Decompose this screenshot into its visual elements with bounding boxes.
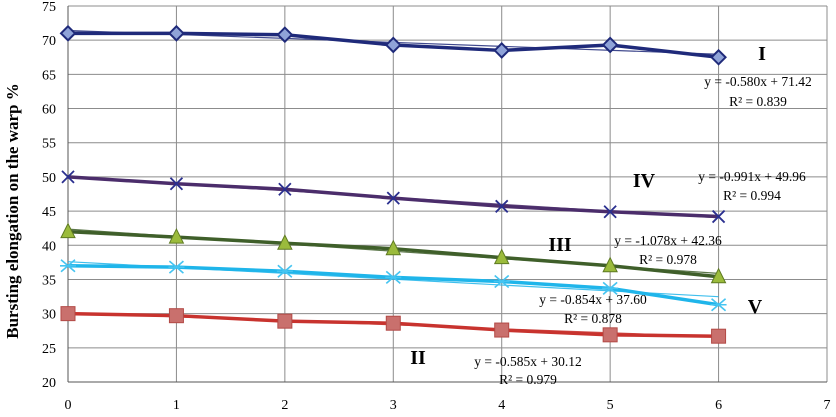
data-point-iv [495,199,509,213]
y-tick-label: 35 [42,273,56,288]
y-axis-label: Bursting elongation on the warp % [3,83,22,339]
data-point-v [602,281,619,295]
data-point-ii [711,328,727,344]
data-point-i [168,24,185,42]
data-point-iv [711,209,726,224]
data-point-iv [61,170,75,184]
series-label-v: V [748,296,763,318]
series-markers [59,24,727,344]
data-point-i [493,42,511,59]
x-tick-label: 2 [281,398,288,413]
data-point-v [168,260,185,274]
data-point-ii [168,308,184,324]
data-point-v [493,274,510,289]
data-point-v [385,270,402,285]
data-point-ii [277,313,293,329]
y-tick-label: 30 [42,308,56,323]
data-point-iv [278,182,292,196]
trend-equation-ii: y = -0.585x + 30.12 [474,354,581,369]
data-point-iii [277,234,293,250]
data-point-i [710,48,727,66]
data-point-ii [602,327,618,343]
y-tick-label: 45 [42,205,56,220]
x-tick-label: 0 [65,398,72,413]
data-point-iii [710,267,727,284]
series-label-i: I [758,43,766,65]
data-point-i [601,36,619,54]
y-tick-label: 75 [42,0,56,15]
data-point-i [276,26,294,44]
trend-r2-ii: R² = 0.979 [499,372,557,387]
data-point-iii [168,227,185,244]
data-point-iii [602,256,618,273]
data-point-iii [60,222,76,239]
trend-r2-iii: R² = 0.978 [639,252,697,267]
y-tick-label: 65 [42,68,56,83]
trend-equation-iv: y = -0.991x + 49.96 [698,169,806,184]
annotations: Iy = -0.580x + 71.42 R² = 0.839 IV y = -0.9… [410,43,812,387]
data-point-iv [169,177,184,191]
y-tick-label: 70 [42,34,56,49]
trend-r2-iv: R² = 0.994 [723,188,781,203]
data-point-v [60,259,76,273]
data-point-ii [60,306,76,322]
y-tick-label: 50 [42,171,56,186]
x-tick-label: 5 [607,398,614,413]
x-tick-label: 3 [390,398,397,413]
x-tick-label: 4 [498,398,505,413]
series-label-iv: IV [633,170,656,192]
data-point-v [276,264,293,278]
x-tick-label: 6 [715,398,722,413]
trend-r2-v: R² = 0.878 [564,311,622,326]
data-point-iii [493,248,510,265]
y-tick-label: 60 [42,103,56,118]
data-point-iv [386,191,400,205]
trend-equation-iii: y = -1.078x + 42.36 [614,233,722,248]
data-point-v [710,298,727,312]
y-tick-label: 20 [42,376,56,391]
data-point-i [384,36,402,54]
trend-r2-i: R² = 0.839 [729,94,787,109]
data-point-i [59,24,77,42]
trend-equation-v: y = -0.854x + 37.60 [539,292,647,307]
y-tick-label: 25 [42,342,56,357]
y-tick-label: 40 [42,239,56,254]
data-point-ii [385,315,401,331]
trend-equation-i: y = -0.580x + 71.42 [704,74,811,89]
series-label-iii: III [548,234,572,256]
data-point-ii [494,322,510,338]
data-point-iv [603,205,617,219]
series-label-ii: II [410,347,426,369]
data-point-iii [385,239,402,256]
x-tick-label: 1 [173,398,180,413]
x-tick-label: 7 [824,398,831,413]
y-tick-label: 55 [42,137,56,152]
